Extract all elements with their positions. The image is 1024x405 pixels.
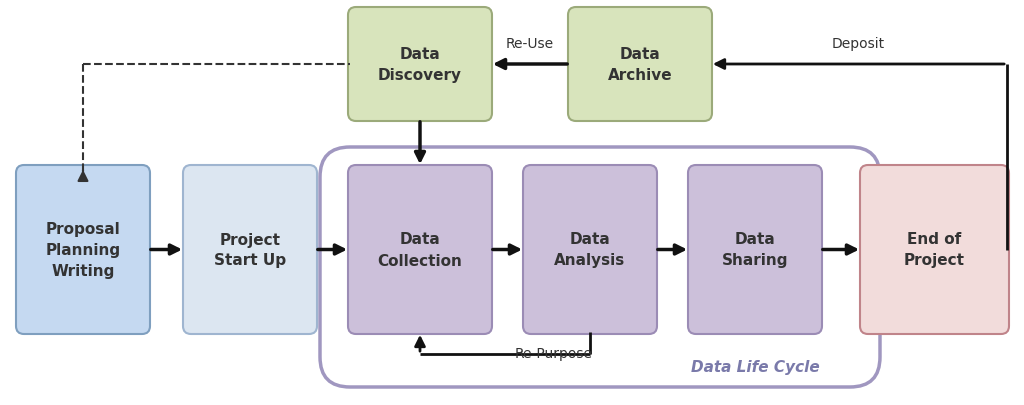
Text: Data
Collection: Data Collection [378, 232, 463, 268]
Text: Project
Start Up: Project Start Up [214, 232, 286, 268]
Text: Data
Sharing: Data Sharing [722, 232, 788, 268]
Text: Data
Analysis: Data Analysis [554, 232, 626, 268]
Text: Proposal
Planning
Writing: Proposal Planning Writing [45, 222, 121, 278]
FancyBboxPatch shape [860, 166, 1009, 334]
FancyBboxPatch shape [523, 166, 657, 334]
FancyBboxPatch shape [348, 166, 492, 334]
FancyBboxPatch shape [183, 166, 317, 334]
Text: Deposit: Deposit [831, 37, 885, 51]
Text: Re-Use: Re-Use [506, 37, 554, 51]
Text: Data
Discovery: Data Discovery [378, 47, 462, 83]
Text: Re-Purpose: Re-Purpose [515, 346, 593, 360]
Text: End of
Project: End of Project [904, 232, 965, 268]
FancyBboxPatch shape [348, 8, 492, 121]
FancyBboxPatch shape [568, 8, 712, 121]
Text: Data Life Cycle: Data Life Cycle [691, 359, 820, 374]
FancyBboxPatch shape [16, 166, 150, 334]
Text: Data
Archive: Data Archive [607, 47, 673, 83]
FancyBboxPatch shape [688, 166, 822, 334]
